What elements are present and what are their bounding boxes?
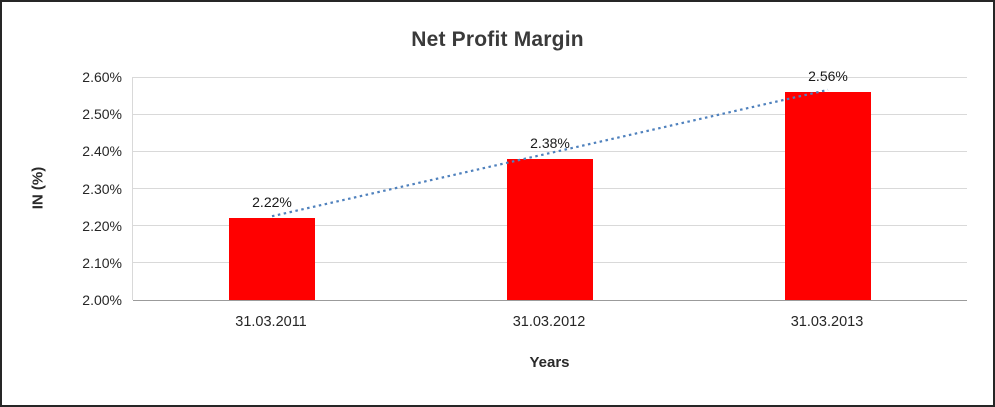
chart-title: Net Profit Margin bbox=[411, 28, 584, 51]
data-label: 2.38% bbox=[530, 134, 570, 151]
y-tick-label: 2.60% bbox=[82, 69, 122, 85]
y-tick-label: 2.30% bbox=[82, 180, 122, 197]
y-tick-label: 2.20% bbox=[82, 217, 122, 234]
y-tick-label: 2.50% bbox=[82, 106, 122, 123]
y-tick-label: 2.10% bbox=[82, 254, 122, 271]
data-label: 2.22% bbox=[252, 194, 292, 211]
gridline bbox=[133, 76, 967, 78]
x-tick-label: 31.03.2013 bbox=[790, 314, 864, 330]
x-tick-label: 31.03.2011 bbox=[235, 314, 307, 330]
x-tick-label: 31.03.2012 bbox=[512, 314, 586, 330]
y-tick-label: 2.40% bbox=[82, 143, 122, 160]
data-label: 2.56% bbox=[808, 67, 848, 84]
plot-area: 2.22% 2.38% 2.56% bbox=[132, 68, 967, 301]
x-axis-line bbox=[133, 299, 967, 301]
x-axis-tick-labels: 31.03.2011 31.03.2012 31.03.2013 bbox=[132, 314, 967, 336]
y-axis-tick-labels: 2.00% 2.10% 2.20% 2.30% 2.40% 2.50% 2.60% bbox=[2, 69, 122, 308]
bar-31.03.2012 bbox=[506, 158, 594, 300]
x-axis-title: Years bbox=[529, 354, 570, 371]
bar-31.03.2011 bbox=[228, 218, 316, 300]
y-tick-label: 2.00% bbox=[82, 292, 122, 308]
bar-31.03.2013 bbox=[784, 91, 872, 300]
